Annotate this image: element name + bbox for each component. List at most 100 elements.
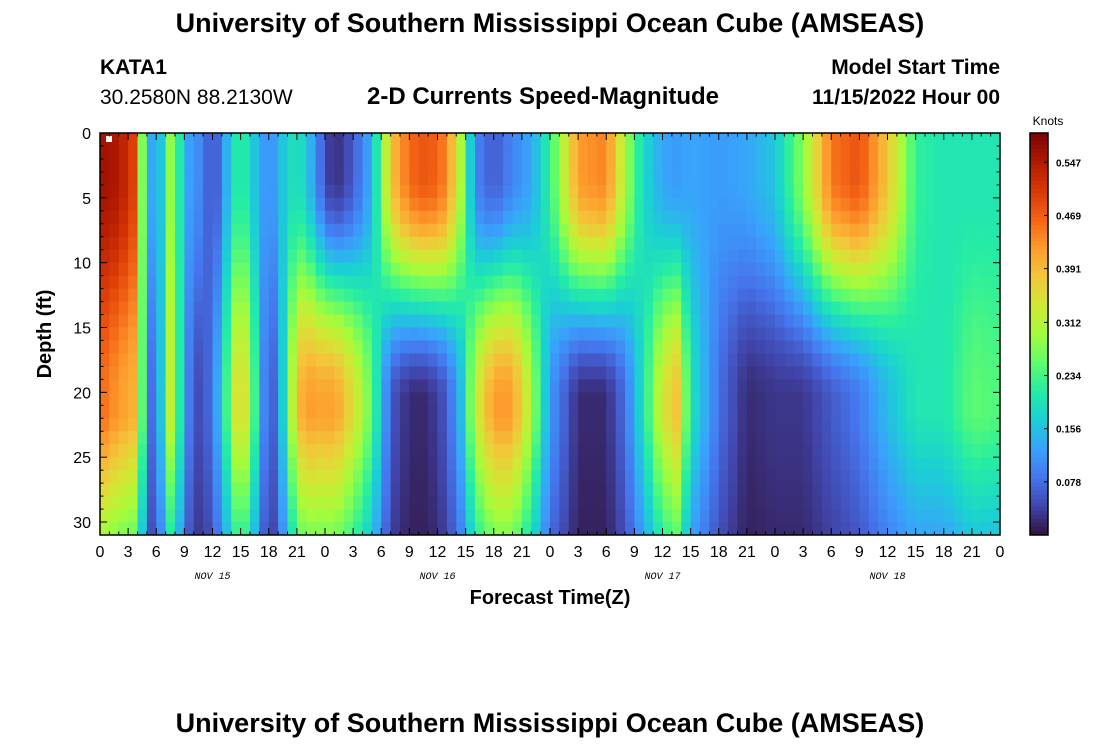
heatmap-cell — [296, 171, 307, 186]
heatmap-cell — [315, 418, 326, 432]
heatmap-cell — [353, 197, 363, 212]
heatmap-cell — [381, 171, 392, 186]
heatmap-cell — [343, 275, 354, 290]
heatmap-cell — [212, 249, 223, 264]
heatmap-cell — [596, 509, 607, 523]
heatmap-cell — [334, 431, 345, 445]
heatmap-cell — [231, 405, 242, 419]
heatmap-cell — [821, 444, 832, 458]
heatmap-cell — [109, 171, 120, 186]
heatmap-cell — [165, 431, 176, 445]
heatmap-cell — [334, 379, 345, 393]
heatmap-cell — [915, 262, 926, 277]
heatmap-cell — [550, 184, 560, 199]
heatmap-cell — [934, 418, 945, 432]
heatmap-cell — [971, 236, 982, 251]
heatmap-cell — [409, 431, 420, 445]
heatmap-cell — [962, 327, 973, 341]
heatmap-cell — [381, 210, 392, 225]
heatmap-cell — [231, 210, 242, 225]
heatmap-cell — [221, 392, 232, 406]
heatmap-cell — [821, 457, 832, 471]
heatmap-cell — [203, 158, 213, 173]
heatmap-cell — [578, 184, 588, 199]
heatmap-cell — [915, 236, 926, 251]
heatmap-cell — [737, 522, 748, 536]
heatmap-cell — [775, 496, 785, 510]
heatmap-cell — [981, 496, 992, 510]
heatmap-cell — [746, 314, 757, 328]
heatmap-cell — [578, 457, 588, 471]
heatmap-cell — [409, 133, 420, 147]
heatmap-cell — [109, 353, 120, 367]
heatmap-cell — [306, 496, 317, 510]
heatmap-cell — [550, 210, 560, 225]
heatmap-cell — [737, 470, 748, 484]
heatmap-cell — [765, 197, 776, 212]
heatmap-cell — [962, 353, 973, 367]
heatmap-cell — [250, 249, 260, 264]
heatmap-cell — [175, 470, 185, 484]
heatmap-cell — [231, 496, 242, 510]
heatmap-cell — [390, 301, 401, 315]
chart-subtitle: 2-D Currents Speed-Magnitude — [367, 83, 720, 110]
heatmap-cell — [437, 327, 448, 341]
heatmap-cell — [446, 184, 457, 199]
heatmap-cell — [203, 262, 213, 277]
heatmap-cell — [100, 405, 110, 419]
heatmap-cell — [690, 457, 701, 471]
heatmap-cell — [896, 236, 907, 251]
heatmap-cell — [596, 133, 607, 147]
heatmap-cell — [559, 405, 570, 419]
heatmap-cell — [728, 405, 738, 419]
heatmap-cell — [109, 184, 120, 199]
heatmap-cell — [737, 483, 748, 497]
heatmap-cell — [803, 353, 813, 367]
heatmap-cell — [231, 353, 242, 367]
heatmap-cell — [437, 418, 448, 432]
heatmap-cell — [334, 457, 345, 471]
heatmap-cell — [840, 392, 851, 406]
heatmap-cell — [550, 470, 560, 484]
heatmap-cell — [943, 275, 954, 290]
heatmap-cell — [156, 184, 167, 199]
heatmap-cell — [400, 145, 410, 160]
heatmap-cell — [587, 171, 598, 186]
x-axis-label: Forecast Time(Z) — [470, 587, 631, 609]
x-tick-label: 21 — [963, 544, 981, 561]
colorbar-segment — [1030, 454, 1048, 460]
heatmap-cell — [362, 444, 373, 458]
heatmap-cell — [334, 262, 345, 277]
heatmap-cell — [934, 457, 945, 471]
heatmap-cell — [296, 522, 307, 536]
heatmap-cell — [756, 158, 767, 173]
heatmap-cell — [943, 392, 954, 406]
heatmap-cell — [156, 431, 167, 445]
heatmap-cell — [221, 457, 232, 471]
heatmap-cell — [634, 366, 645, 380]
heatmap-cell — [287, 496, 298, 510]
heatmap-cell — [128, 366, 138, 380]
heatmap-cell — [175, 145, 185, 160]
heatmap-cell — [859, 145, 870, 160]
heatmap-cell — [137, 405, 148, 419]
heatmap-cell — [400, 353, 410, 367]
heatmap-cell — [606, 496, 617, 510]
heatmap-cell — [137, 457, 148, 471]
heatmap-cell — [550, 509, 560, 523]
heatmap-cell — [343, 496, 354, 510]
heatmap-cell — [203, 496, 213, 510]
heatmap-cell — [531, 288, 542, 302]
heatmap-cell — [484, 249, 495, 264]
colorbar-segment — [1030, 426, 1048, 431]
heatmap-cell — [325, 496, 335, 510]
heatmap-cell — [118, 275, 129, 290]
heatmap-cell — [503, 470, 513, 484]
heatmap-cell — [606, 145, 617, 160]
heatmap-cell — [868, 444, 879, 458]
heatmap-cell — [840, 301, 851, 315]
heatmap-cell — [596, 314, 607, 328]
heatmap-cell — [718, 145, 729, 160]
heatmap-cell — [700, 405, 710, 419]
heatmap-cell — [578, 288, 588, 302]
